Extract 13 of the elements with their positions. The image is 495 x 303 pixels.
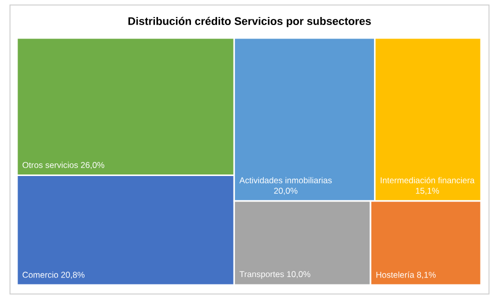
category-label: Actividades inmobiliarias — [239, 177, 332, 184]
category-label: Otros servicios — [22, 162, 78, 168]
data-label: 15,1% — [416, 188, 440, 195]
data-label: 8,1% — [417, 272, 436, 279]
data-label: 20,0% — [274, 188, 298, 195]
text: Distribución crédito Servicios por subsectores — [128, 16, 371, 28]
category-label: Transportes — [240, 271, 284, 279]
data-label: 26,0% — [80, 162, 104, 170]
data-label: 20,8% — [61, 272, 85, 279]
category-label: Comercio — [22, 272, 58, 278]
category-label: Hostelería — [376, 271, 414, 278]
category-label: Intermediación financiera — [380, 176, 475, 184]
data-label: 10,0% — [287, 271, 310, 278]
